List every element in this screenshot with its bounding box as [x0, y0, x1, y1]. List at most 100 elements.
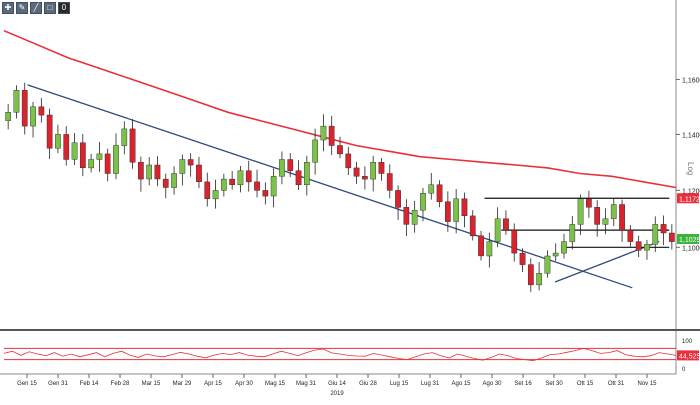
candle-down: [337, 145, 343, 155]
candle-down: [594, 207, 601, 225]
candle-down: [469, 215, 476, 237]
candle-up: [13, 90, 20, 113]
ruler-icon[interactable]: ╱: [30, 2, 42, 14]
candle-up: [610, 204, 617, 219]
candle-up: [220, 178, 227, 191]
candle-up: [113, 145, 119, 174]
candle-down: [204, 181, 211, 199]
candle-down: [162, 178, 169, 188]
candle-up: [270, 176, 277, 197]
candle-up: [552, 252, 559, 257]
price-label-box: [677, 193, 699, 204]
candle-down: [519, 252, 526, 265]
candle-up: [146, 164, 153, 180]
candle-up: [602, 218, 609, 225]
candle-down: [63, 134, 70, 160]
candle-up: [569, 224, 576, 242]
candle-up: [420, 192, 426, 211]
candle-down: [478, 235, 484, 257]
last-price-label: 1,1029: [679, 237, 700, 244]
x-tick-label: Ott 31: [608, 381, 625, 387]
x-tick-label: Feb 14: [80, 381, 99, 387]
x-tick-label: Mar 15: [142, 381, 161, 387]
candle-up: [5, 112, 12, 121]
candle-up: [428, 184, 435, 194]
price-tick-label: 1,1600: [682, 77, 700, 84]
candle-down: [669, 232, 675, 242]
x-tick-label: Nov 15: [637, 381, 657, 387]
crosshair-icon[interactable]: ✚: [2, 2, 14, 14]
x-tick-label: Ago 15: [451, 381, 471, 387]
candle-down: [436, 184, 443, 202]
candle-up: [88, 159, 95, 169]
candle-down: [46, 114, 53, 149]
candle-down: [586, 198, 592, 208]
candle-down: [254, 181, 260, 191]
candle-down: [619, 204, 625, 231]
candle-down: [137, 162, 144, 180]
log-scale-label: Log: [686, 162, 695, 175]
candle-down: [187, 159, 194, 166]
candle-up: [171, 173, 177, 188]
x-tick-label: Ott 15: [577, 381, 594, 387]
candle-down: [287, 159, 294, 171]
candle-up: [71, 142, 78, 160]
rsi-tick-label: 100: [682, 339, 693, 345]
ma-price-label: 1,1172: [679, 196, 700, 203]
x-tick-label: Set 16: [514, 381, 532, 387]
candle-down: [445, 201, 451, 222]
candle-up: [121, 128, 128, 146]
chart-toolbar: ✚ ✎ ╱ □ 0: [2, 2, 70, 14]
price-label-box: [677, 233, 699, 244]
candle-up: [320, 125, 327, 141]
rsi-tick-label: 0: [682, 367, 686, 373]
price-tick-label: 1,1200: [682, 188, 700, 195]
price-tick-label: 1,1400: [682, 132, 700, 139]
candle-down: [129, 128, 136, 163]
trendline-2: [554, 240, 660, 283]
candle-down: [353, 167, 360, 177]
candle-up: [494, 218, 501, 242]
candle-up: [536, 273, 543, 286]
candle-up: [453, 198, 460, 222]
x-tick-label: Giu 28: [359, 381, 377, 387]
candle-down: [295, 170, 302, 185]
candle-down: [386, 173, 393, 191]
zero-icon[interactable]: 0: [58, 2, 70, 14]
x-tick-label: Apr 15: [204, 381, 222, 387]
rsi-value-label: 44,525: [679, 353, 700, 360]
x-tick-label: Mar 29: [173, 381, 192, 387]
candle-down: [21, 90, 28, 127]
candle-down: [395, 190, 401, 208]
candle-up: [411, 209, 418, 225]
x-tick-label: Gen 31: [48, 381, 68, 387]
x-tick-label: Mag 15: [265, 381, 286, 387]
x-tick-label: Mag 31: [296, 381, 317, 387]
candle-up: [561, 241, 567, 254]
candle-up: [30, 106, 36, 127]
candle-down: [378, 162, 385, 174]
x-tick-label: Apr 30: [235, 381, 253, 387]
candle-up: [55, 134, 61, 149]
candle-up: [644, 244, 650, 251]
candle-up: [96, 153, 103, 160]
x-tick-label: Ago 30: [482, 381, 502, 387]
rsi-value-box: [677, 350, 699, 361]
candle-down: [154, 164, 161, 180]
pencil-icon[interactable]: ✎: [16, 2, 28, 14]
candle-down: [38, 106, 45, 116]
candle-up: [652, 224, 659, 245]
rsi-line: [3, 347, 677, 362]
candle-up: [237, 170, 244, 185]
candle-up: [544, 255, 551, 274]
box-icon[interactable]: □: [44, 2, 56, 14]
candle-down: [403, 207, 410, 225]
candle-down: [660, 224, 667, 234]
candle-down: [627, 229, 634, 242]
x-tick-label: Lug 15: [390, 381, 409, 387]
trendline-1: [27, 84, 633, 289]
candle-down: [511, 229, 518, 254]
candle-down: [104, 153, 111, 174]
